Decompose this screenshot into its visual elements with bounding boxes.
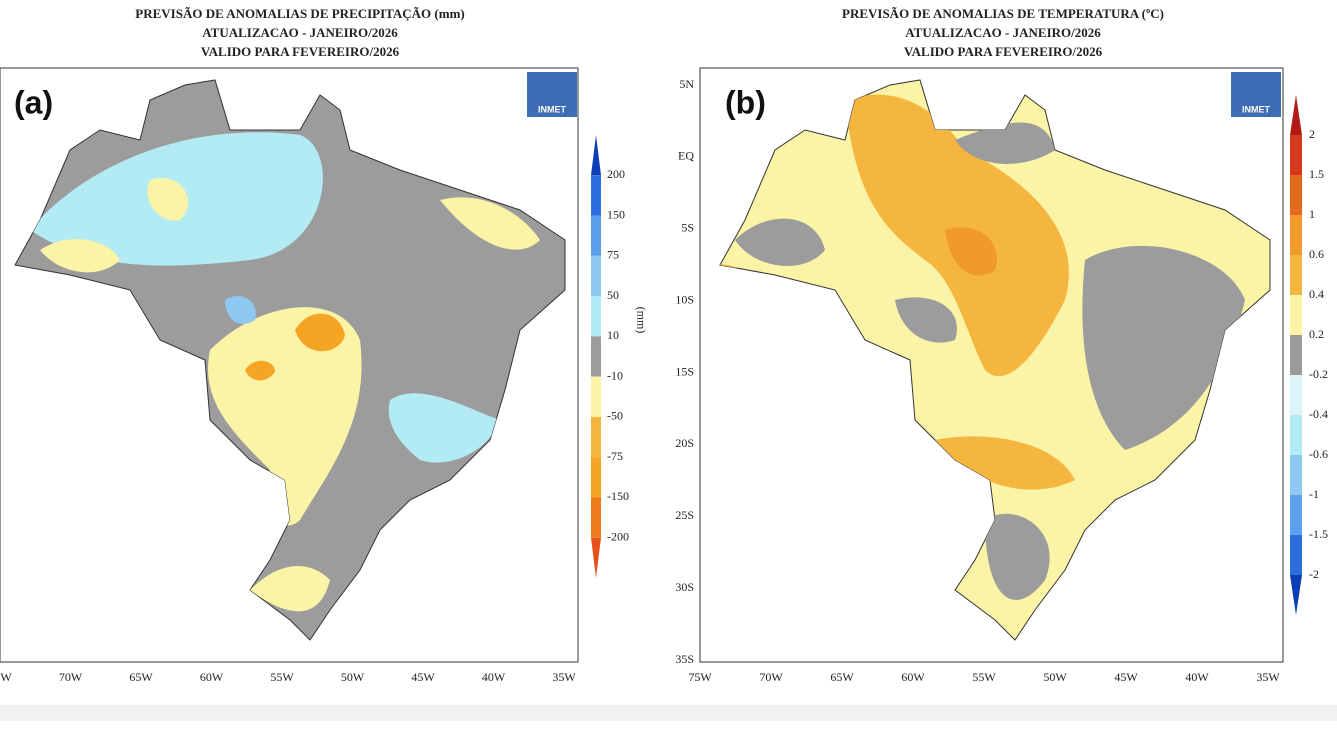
colorbar-label: -200 <box>607 529 629 543</box>
colorbar-segment <box>1290 415 1302 455</box>
colorbar-label: 150 <box>607 207 625 221</box>
y-tick-label: 5S <box>681 221 694 235</box>
x-tick-label: 60W <box>901 670 925 684</box>
colorbar-segment <box>1290 255 1302 295</box>
colorbar-label: -10 <box>607 368 623 382</box>
colorbar-segment <box>1290 535 1302 575</box>
x-tick-label: 35W <box>552 670 576 684</box>
y-tick-label: 15S <box>675 364 694 378</box>
y-tick-label: 30S <box>675 580 694 594</box>
x-tick-label: 70W <box>759 670 783 684</box>
colorbar-segment <box>1290 295 1302 335</box>
colorbar-label: -75 <box>607 449 623 463</box>
colorbar-segment <box>591 457 601 498</box>
colorbar-segment <box>591 336 601 377</box>
colorbar-label: -2 <box>1309 567 1319 581</box>
colorbar-segment <box>1290 375 1302 415</box>
x-tick-label: 60W <box>200 670 224 684</box>
x-tick-label: 75W <box>688 670 712 684</box>
title-line: VALIDO PARA FEVEREIRO/2026 <box>201 44 400 59</box>
bottom-strip <box>0 705 1337 721</box>
x-tick-label: 70W <box>59 670 83 684</box>
colorbar-label: 10 <box>607 328 619 342</box>
colorbar-label: 2 <box>1309 127 1315 141</box>
colorbar-segment <box>1290 135 1302 175</box>
title-line: ATUALIZACAO - JANEIRO/2026 <box>905 25 1101 40</box>
colorbar-segment <box>591 175 601 216</box>
y-tick-label: 10S <box>675 292 694 306</box>
logo-text: INMET <box>1242 104 1271 114</box>
x-tick-label: 65W <box>830 670 854 684</box>
colorbar-segment <box>1290 335 1302 375</box>
y-tick-label: 20S <box>675 436 694 450</box>
x-tick-label: 35W <box>1256 670 1280 684</box>
colorbar-label: 50 <box>607 288 619 302</box>
colorbar-label: 1.5 <box>1309 167 1324 181</box>
colorbar-label: 0.4 <box>1309 287 1324 301</box>
colorbar: 200 150 75 50 10 -10 -50 -75 -150 -200 (mm) <box>591 135 648 578</box>
title-line: PREVISÃO DE ANOMALIAS DE PRECIPITAÇÃO (m… <box>135 6 464 21</box>
x-tick-label: 50W <box>341 670 365 684</box>
y-tick-label: 25S <box>675 508 694 522</box>
title-line: PREVISÃO DE ANOMALIAS DE TEMPERATURA (ºC… <box>842 6 1164 21</box>
x-tick-label: 55W <box>972 670 996 684</box>
colorbar-segment <box>1290 495 1302 535</box>
colorbar-segment <box>591 255 601 297</box>
colorbar-label: 200 <box>607 167 625 181</box>
colorbar-tip <box>591 537 601 578</box>
colorbar-label: 0.2 <box>1309 327 1324 341</box>
colorbar-label: -0.2 <box>1309 367 1328 381</box>
colorbar-segment <box>1290 215 1302 255</box>
colorbar-tip <box>1290 575 1302 615</box>
colorbar-label: 1 <box>1309 207 1315 221</box>
x-tick-label: 45W <box>411 670 435 684</box>
colorbar-tip <box>1290 95 1302 135</box>
title-line: VALIDO PARA FEVEREIRO/2026 <box>904 44 1103 59</box>
x-tick-label: 75W <box>0 670 12 684</box>
colorbar-segment <box>591 215 601 256</box>
x-tick-label: 55W <box>270 670 294 684</box>
inmet-logo <box>1231 72 1281 117</box>
y-tick-label: 5N <box>679 77 694 91</box>
colorbar-label: -50 <box>607 409 623 423</box>
colorbar-segment <box>591 416 601 458</box>
colorbar-label: -0.6 <box>1309 447 1328 461</box>
colorbar-segment <box>591 296 601 337</box>
colorbar-label: -1 <box>1309 487 1319 501</box>
panel-label: (b) <box>725 84 766 120</box>
colorbar-tip <box>591 135 601 176</box>
colorbar-label: -1.5 <box>1309 527 1328 541</box>
title-line: ATUALIZACAO - JANEIRO/2026 <box>202 25 398 40</box>
precip-map <box>14 79 566 641</box>
colorbar-segment <box>591 376 601 417</box>
x-tick-label: 65W <box>129 670 153 684</box>
colorbar-label: 0.6 <box>1309 247 1324 261</box>
y-tick-label: 35S <box>675 652 694 666</box>
colorbar: 2 1.5 1 0.6 0.4 0.2 -0.2 -0.4 -0.6 -1 -1.5 -2 <box>1290 95 1328 615</box>
x-tick-label: 45W <box>1114 670 1138 684</box>
colorbar-unit: (mm) <box>634 307 648 334</box>
y-tick-label: EQ <box>678 149 694 163</box>
logo-text: INMET <box>538 104 567 114</box>
colorbar-label: -0.4 <box>1309 407 1328 421</box>
x-tick-label: 50W <box>1043 670 1067 684</box>
x-tick-label: 40W <box>482 670 506 684</box>
colorbar-segment <box>1290 175 1302 215</box>
colorbar-label: -150 <box>607 489 629 503</box>
colorbar-label: 75 <box>607 248 619 262</box>
colorbar-segment <box>1290 455 1302 495</box>
x-tick-label: 40W <box>1185 670 1209 684</box>
inmet-logo <box>527 72 577 117</box>
colorbar-segment <box>591 497 601 538</box>
panel-label: (a) <box>14 84 53 120</box>
